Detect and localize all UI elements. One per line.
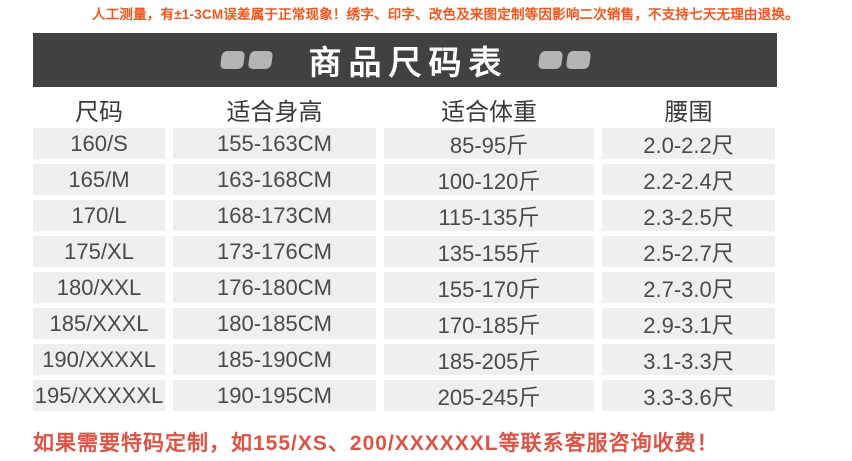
table-cell-waist: 2.7-3.0尺 bbox=[602, 272, 775, 303]
table-cell-height: 190-195CM bbox=[173, 380, 376, 411]
table-cell-waist: 2.5-2.7尺 bbox=[602, 236, 775, 267]
table-cell-height: 185-190CM bbox=[173, 344, 376, 375]
table-cell-size: 185/XXXL bbox=[33, 308, 165, 339]
title-decor-left-icon bbox=[219, 51, 273, 69]
table-cell-waist: 2.3-2.5尺 bbox=[602, 200, 775, 231]
table-cell-height: 173-176CM bbox=[173, 236, 376, 267]
table-cell-size: 165/M bbox=[33, 164, 165, 195]
table-cell-waist: 3.3-3.6尺 bbox=[602, 380, 775, 411]
table-cell-size: 170/L bbox=[33, 200, 165, 231]
custom-size-notice-text: 如果需要特码定制，如155/XS、200/XXXXXXL等联系客服咨询收费！ bbox=[33, 432, 719, 455]
table-cell-height: 168-173CM bbox=[173, 200, 376, 231]
table-cell-size: 160/S bbox=[33, 128, 165, 159]
decor-block-icon bbox=[537, 51, 563, 69]
table-cell-weight: 85-95斤 bbox=[384, 128, 594, 159]
column-header-size: 尺码 bbox=[75, 98, 123, 126]
table-cell-size: 175/XL bbox=[33, 236, 165, 267]
size-table: 尺码 适合身高 适合体重 腰围 160/S 155-163CM 85-95斤 2… bbox=[33, 95, 775, 411]
table-cell-weight: 135-155斤 bbox=[384, 236, 594, 267]
table-cell-weight: 155-170斤 bbox=[384, 272, 594, 303]
decor-block-icon bbox=[247, 51, 273, 69]
table-cell-height: 176-180CM bbox=[173, 272, 376, 303]
measurement-disclaimer-text: 人工测量，有±1-3CM误差属于正常现象！绣字、印字、改色及来图定制等因影响二次… bbox=[92, 7, 799, 22]
table-cell-height: 155-163CM bbox=[173, 128, 376, 159]
table-cell-weight: 205-245斤 bbox=[384, 380, 594, 411]
table-cell-waist: 2.0-2.2尺 bbox=[602, 128, 775, 159]
table-cell-weight: 170-185斤 bbox=[384, 308, 594, 339]
decor-block-icon bbox=[219, 51, 245, 69]
column-header-weight: 适合体重 bbox=[441, 98, 537, 126]
title-decor-right-icon bbox=[537, 51, 591, 69]
table-cell-waist: 2.9-3.1尺 bbox=[602, 308, 775, 339]
table-cell-weight: 100-120斤 bbox=[384, 164, 594, 195]
size-chart-title-bar: 商品尺码表 bbox=[33, 33, 777, 87]
table-cell-size: 190/XXXXL bbox=[33, 344, 165, 375]
page-title: 商品尺码表 bbox=[308, 44, 509, 81]
table-cell-waist: 3.1-3.3尺 bbox=[602, 344, 775, 375]
table-cell-waist: 2.2-2.4尺 bbox=[602, 164, 775, 195]
column-header-height: 适合身高 bbox=[226, 98, 323, 126]
column-header-waist: 腰围 bbox=[664, 98, 713, 126]
table-cell-size: 180/XXL bbox=[33, 272, 165, 303]
table-cell-height: 163-168CM bbox=[173, 164, 376, 195]
decor-block-icon bbox=[565, 51, 591, 69]
table-cell-weight: 115-135斤 bbox=[384, 200, 594, 231]
table-cell-weight: 185-205斤 bbox=[384, 344, 594, 375]
table-cell-size: 195/XXXXXL bbox=[33, 380, 165, 411]
table-cell-height: 180-185CM bbox=[173, 308, 376, 339]
